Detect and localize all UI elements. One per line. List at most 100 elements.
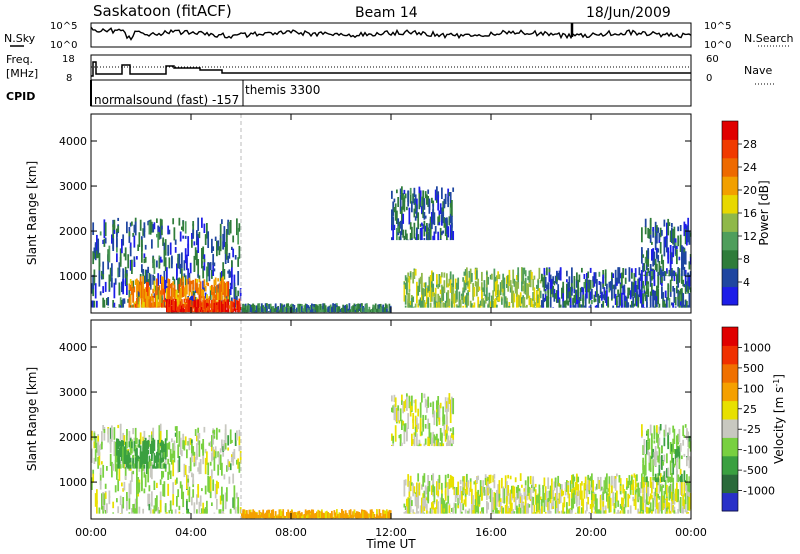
heatmap-cell (243, 307, 246, 313)
heatmap-cell (512, 485, 515, 499)
heatmap-cell (559, 304, 562, 308)
heatmap-cell (151, 462, 153, 480)
heatmap-cell (597, 509, 600, 514)
heatmap-cell (524, 306, 527, 308)
heatmap-cell (609, 497, 612, 506)
heatmap-cell (191, 305, 193, 313)
heatmap-cell (667, 474, 670, 483)
heatmap-cell (574, 297, 577, 308)
heatmap-cell (673, 506, 676, 514)
heatmap-cell (491, 295, 493, 308)
heatmap-cell (407, 278, 410, 283)
heatmap-cell (333, 510, 336, 516)
heatmap-cell (188, 285, 191, 294)
heatmap-cell (674, 238, 677, 245)
heatmap-cell (356, 511, 358, 519)
heatmap-cell (647, 267, 650, 274)
heatmap-cell (684, 300, 687, 308)
heatmap-cell (472, 305, 475, 308)
heatmap-cell (432, 481, 435, 493)
heatmap-cell (166, 429, 168, 441)
heatmap-cell (237, 290, 240, 297)
heatmap-cell (184, 285, 187, 301)
heatmap-cell (544, 291, 547, 295)
heatmap-cell (151, 442, 153, 457)
heatmap-cell (191, 239, 193, 248)
heatmap-cell (434, 226, 437, 234)
heatmap-cell (659, 460, 662, 469)
heatmap-cell (397, 407, 400, 422)
heatmap-cell (523, 510, 526, 514)
heatmap-cell (139, 452, 142, 464)
heatmap-cell (581, 289, 583, 293)
heatmap-cell (138, 292, 141, 296)
heatmap-cell (182, 440, 185, 450)
heatmap-cell (262, 509, 265, 519)
heatmap-cell (154, 466, 157, 469)
heatmap-cell (388, 303, 391, 313)
heatmap-cell (252, 309, 255, 313)
heatmap-cell (503, 277, 506, 289)
heatmap-cell (586, 282, 588, 299)
heatmap-cell (188, 299, 191, 310)
heatmap-cell (517, 294, 520, 308)
heatmap-cell (654, 473, 657, 483)
heatmap-cell (442, 406, 445, 422)
heatmap-cell (561, 287, 563, 299)
heatmap-cell (564, 300, 567, 308)
heatmap-cell (546, 284, 548, 290)
heatmap-cell (606, 473, 608, 490)
heatmap-cell (194, 300, 197, 305)
heatmap-cell (227, 299, 230, 313)
noise-left-tick-bottom: 10^0 (50, 40, 77, 51)
heatmap-cell (443, 500, 446, 514)
heatmap-cell (159, 290, 162, 295)
heatmap-cell (683, 248, 686, 253)
heatmap-cell (267, 510, 270, 517)
heatmap-cell (683, 283, 686, 288)
heatmap-cell (674, 297, 677, 306)
heatmap-cell (121, 300, 123, 308)
heatmap-cell (229, 508, 232, 514)
heatmap-cell (412, 306, 415, 308)
heatmap-cell (684, 269, 687, 285)
heatmap-cell (528, 504, 531, 508)
heatmap-cell (651, 494, 653, 499)
heatmap-cell (251, 307, 253, 313)
heatmap-cell (657, 480, 660, 486)
heatmap-cell (428, 228, 431, 239)
heatmap-cell (394, 425, 397, 442)
heatmap-cell (444, 217, 447, 224)
heatmap-cell (558, 492, 561, 504)
heatmap-cell (403, 401, 406, 412)
heatmap-cell (516, 275, 518, 281)
heatmap-cell (446, 217, 448, 230)
heatmap-cell (562, 502, 565, 514)
heatmap-cell (413, 208, 416, 218)
noise-sky-trace (90, 26, 692, 41)
heatmap-cell (211, 270, 213, 279)
heatmap-cell (652, 227, 655, 232)
heatmap-cell (424, 225, 427, 232)
heatmap-cell (591, 288, 593, 299)
heatmap-cell (429, 218, 432, 233)
heatmap-cell (206, 294, 208, 301)
heatmap-cell (178, 431, 181, 447)
heatmap-cell (656, 452, 658, 458)
heatmap-cell (634, 494, 637, 510)
heatmap-cell (359, 303, 362, 308)
heatmap-cell (261, 306, 263, 313)
heatmap-cell (464, 269, 467, 277)
y-tick-label: 2000 (59, 225, 87, 238)
heatmap-cell (186, 500, 188, 510)
heatmap-cell (367, 310, 370, 313)
heatmap-cell (506, 505, 508, 514)
heatmap-cell (556, 276, 558, 282)
heatmap-cell (433, 212, 436, 226)
heatmap-cell (237, 300, 240, 313)
heatmap-cell (579, 304, 582, 308)
heatmap-cell (456, 487, 458, 497)
heatmap-cell (632, 306, 635, 308)
power-cells (91, 186, 692, 313)
heatmap-cell (376, 514, 378, 519)
